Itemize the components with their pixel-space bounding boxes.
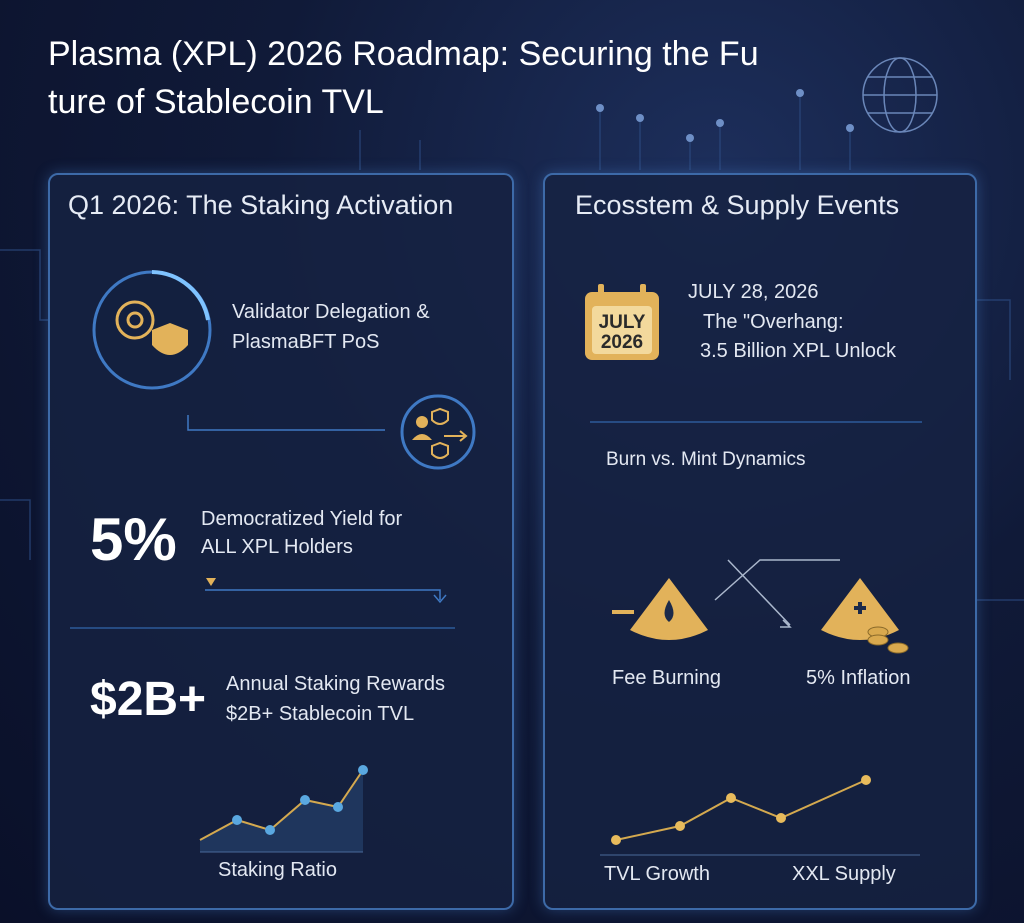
chart-label: Staking Ratio [218,859,337,881]
validator-line: Validator Delegation & [232,301,430,323]
chart-label: XXL Supply [792,863,896,885]
rewards-line: $2B+ Stablecoin TVL [226,703,415,725]
yield-figure: 5% [90,506,177,573]
event-date: JULY 28, 2026 [688,281,819,303]
calendar-year: 2026 [600,332,644,353]
page-title: Plasma (XPL) 2026 Roadmap: Securing the … [48,35,759,121]
rewards-figure: $2B+ [90,673,207,726]
dynamics-heading: Burn vs. Mint Dynamics [606,449,806,470]
yield-line: ALL XPL Holders [201,536,353,558]
chart-label: TVL Growth [604,863,710,885]
validator-line: PlasmaBFT PoS [232,331,380,353]
calendar-month: JULY [598,312,646,333]
event-line: The "Overhang: [703,311,844,333]
yield-line: Democratized Yield for [201,508,403,530]
left-heading: Q1 2026: The Staking Activation [68,190,454,220]
right-heading: Ecosstem & Supply Events [575,190,900,220]
mint-label: 5% Inflation [806,667,911,689]
rewards-line: Annual Staking Rewards [226,673,446,695]
burn-label: Fee Burning [612,667,721,689]
event-line: 3.5 Billion XPL Unlock [700,340,897,362]
